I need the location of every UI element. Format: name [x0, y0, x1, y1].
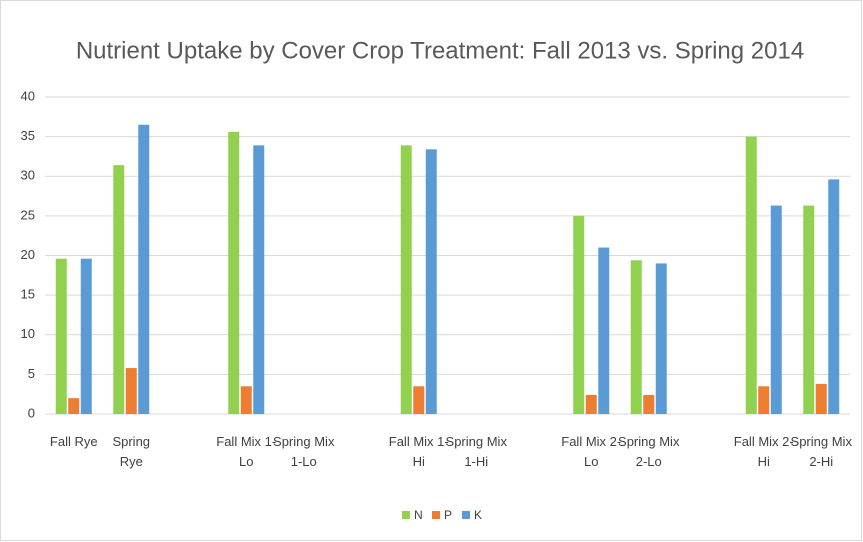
y-tick-label: 25	[21, 207, 35, 222]
bar	[400, 145, 412, 414]
x-tick-label: Spring Mix 2-Lo	[618, 434, 680, 469]
x-tick-label: Fall Mix 2-Hi	[733, 434, 794, 469]
bar	[745, 136, 757, 414]
bar	[585, 394, 597, 414]
legend-label: N	[414, 508, 423, 522]
bar	[240, 386, 252, 414]
legend-label: K	[474, 508, 482, 522]
x-tick-label: Fall Mix 1-Hi	[388, 434, 449, 469]
legend-swatch	[462, 511, 470, 519]
y-tick-label: 20	[21, 247, 35, 262]
y-tick-label: 0	[28, 405, 35, 420]
y-tick-label: 30	[21, 168, 35, 183]
bar	[425, 149, 437, 414]
y-tick-label: 5	[28, 366, 35, 381]
x-tick-label: Spring Mix 2-Hi	[790, 434, 852, 469]
bar	[828, 179, 840, 414]
bar	[228, 131, 240, 414]
bar	[598, 247, 610, 414]
chart-title: Nutrient Uptake by Cover Crop Treatment:…	[76, 37, 804, 64]
bar	[758, 386, 770, 414]
bar	[80, 258, 92, 414]
bar	[68, 398, 80, 414]
x-tick-label: Fall Mix 1-Lo	[216, 434, 277, 469]
legend-swatch	[432, 511, 440, 519]
bar	[803, 205, 815, 414]
bar	[630, 260, 642, 414]
y-tick-label: 10	[21, 326, 35, 341]
bar	[413, 386, 425, 414]
bar	[113, 165, 125, 414]
bar	[138, 124, 150, 415]
bar	[655, 263, 667, 414]
bar	[643, 394, 655, 414]
x-tick-label: Spring Rye	[112, 434, 151, 469]
legend-swatch	[402, 511, 410, 519]
x-tick-label: Fall Mix 2-Lo	[561, 434, 622, 469]
bar	[253, 145, 265, 414]
bar	[815, 383, 827, 414]
x-tick-label: Spring Mix 1-Lo	[273, 434, 335, 469]
bar	[125, 368, 137, 414]
x-tick-label: Fall Rye	[49, 434, 98, 449]
bar	[55, 258, 67, 414]
y-tick-label: 40	[21, 88, 35, 103]
legend-label: P	[444, 508, 452, 522]
bar	[573, 215, 585, 414]
y-tick-label: 15	[21, 287, 35, 302]
x-tick-label: Spring Mix 1-Hi	[445, 434, 507, 469]
bar	[770, 205, 782, 414]
y-tick-label: 35	[21, 128, 35, 143]
